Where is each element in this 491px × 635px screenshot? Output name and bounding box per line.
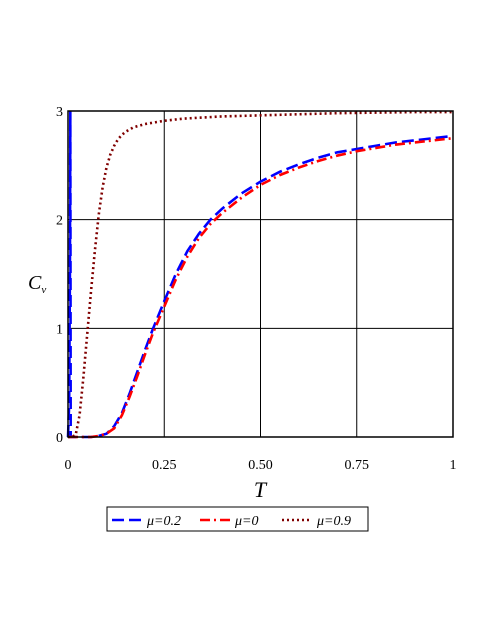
x-axis-title: T (254, 477, 268, 502)
legend-label-2: μ=0.9 (316, 514, 351, 529)
y-tick-label: 0 (56, 431, 63, 446)
x-tick-label: 0.75 (345, 458, 370, 473)
y-axis-title: Cv (28, 272, 46, 296)
x-tick-label: 0 (65, 458, 72, 473)
x-tick-label: 1 (450, 458, 457, 473)
grid (67, 110, 454, 438)
legend-label-1: μ=0 (234, 514, 258, 529)
y-tick-label: 3 (56, 105, 63, 120)
plot-frame (67, 110, 454, 438)
y-axis-title-sub: v (41, 284, 46, 296)
y-tick-label: 2 (56, 214, 63, 229)
y-tick-label: 1 (56, 322, 63, 337)
series-line-1 (68, 136, 454, 439)
x-tick-label: 0.25 (152, 458, 177, 473)
tick-labels: 0 0.25 0.50 0.75 1 0 1 2 3 (56, 105, 457, 473)
x-tick-label: 0.50 (248, 458, 273, 473)
legend-label-0: μ=0.2 (146, 514, 181, 529)
legend-box (106, 506, 369, 532)
legend: μ=0.2 μ=0 μ=0.9 (106, 506, 369, 532)
y-axis-title-main: C (28, 272, 42, 294)
series-line-2 (68, 110, 453, 439)
